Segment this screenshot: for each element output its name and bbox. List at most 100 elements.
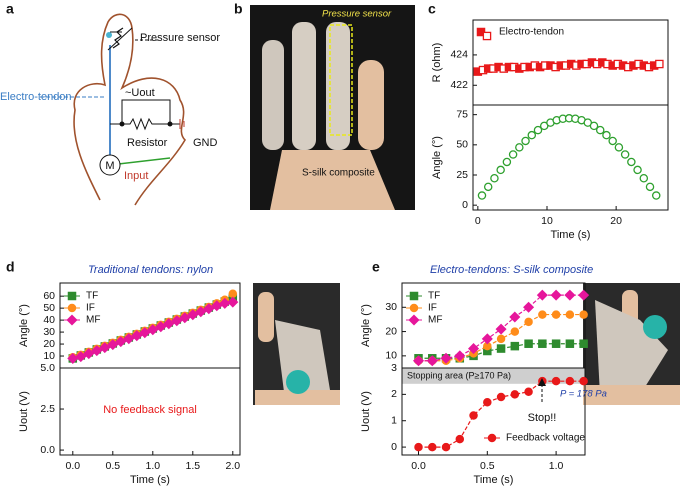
node [167,121,173,127]
hand [595,300,668,395]
y-tick-label: 20 [43,338,55,350]
y-tick-label: 40 [43,314,55,326]
marker [195,306,207,318]
marker [521,136,530,146]
x-tick-label: 1.5 [185,460,200,472]
marker [602,130,611,140]
photo [253,283,340,405]
y-axis-label: Uout (V) [18,391,30,432]
marker [538,310,547,319]
marker [515,143,524,152]
y-tick-label: 20 [385,325,397,337]
marker [483,398,492,407]
y-tick-label: 3 [391,362,397,374]
panel-letter: c [428,1,436,17]
marker [579,339,588,348]
y-tick-label: 0.0 [40,444,55,456]
marker [524,339,533,348]
marker [589,121,599,131]
marker [551,310,561,319]
marker [639,174,649,183]
marker [620,150,630,159]
x-tick-label: 1.0 [145,460,160,472]
marker [565,376,575,386]
photo-label: Pressure sensor [322,9,392,20]
marker [627,157,636,167]
y-tick-label: 30 [43,326,55,338]
plot-frame [472,104,669,211]
chart-title: Traditional tendons: nylon [88,264,213,276]
marker [454,350,466,362]
legend-label: IF [86,303,95,314]
marker [227,296,239,308]
legend-label: TF [86,291,98,302]
marker [578,289,590,301]
marker [524,317,533,327]
y-tick-label: 0 [462,199,468,211]
marker [408,314,420,326]
marker [614,143,624,152]
legend-label: TF [428,291,440,302]
marker [633,165,642,175]
marker [66,314,78,326]
finger [258,292,274,342]
hand-base [255,390,340,405]
marker [502,157,512,167]
y-axis-label: R (ohm) [431,43,443,83]
marker [536,289,548,301]
finger [326,22,350,150]
marker [490,174,499,183]
marker [579,376,588,386]
diagram-label: GND [193,137,218,149]
marker [651,191,661,200]
marker [91,345,103,357]
sensor-dot [106,32,112,38]
plot-frame [401,367,586,456]
finger [262,40,284,150]
annotation: No feedback signal [103,404,197,416]
marker [533,125,543,135]
x-axis-label: Time (s) [474,474,514,486]
marker [483,182,493,192]
y-axis-label: Angle (°) [431,136,443,179]
annotation: Stop!! [528,412,557,424]
marker [179,312,191,324]
marker [131,330,143,342]
panel-letter: a [6,1,14,17]
y-tick-label: 50 [456,139,468,151]
motor [99,154,121,176]
marker [99,342,111,354]
marker [496,165,505,175]
y-tick-label: 1 [391,415,397,427]
marker [496,334,506,344]
y-tick-label: 2 [391,388,397,400]
legend-label: MF [428,315,442,326]
sensor-symbol [112,27,124,49]
marker [551,339,561,348]
x-axis-label: Time (s) [551,229,591,241]
diagram-label: Resistor [127,137,168,149]
marker [495,323,507,335]
marker [228,289,238,299]
y-tick-label: 424 [450,49,468,61]
marker [538,339,547,348]
x-tick-label: 2.0 [225,460,240,472]
y-tick-label: 30 [385,301,397,313]
legend-label: Electro-tendon [499,27,564,38]
marker [477,191,487,200]
marker [115,336,127,348]
x-tick-label: 0.0 [411,460,426,472]
y-tick-label: 10 [385,350,397,362]
marker [564,289,576,301]
finger [358,60,384,150]
marker [523,301,535,313]
legend-label: MF [86,315,100,326]
marker [123,333,135,345]
hand-base [583,385,680,405]
y-tick-label: 5.0 [40,362,55,374]
marker [655,59,664,69]
y-tick-label: 75 [456,108,468,120]
y-tick-label: 60 [43,290,55,302]
y-tick-label: 422 [450,79,468,91]
y-axis-label: Uout (V) [360,391,372,432]
